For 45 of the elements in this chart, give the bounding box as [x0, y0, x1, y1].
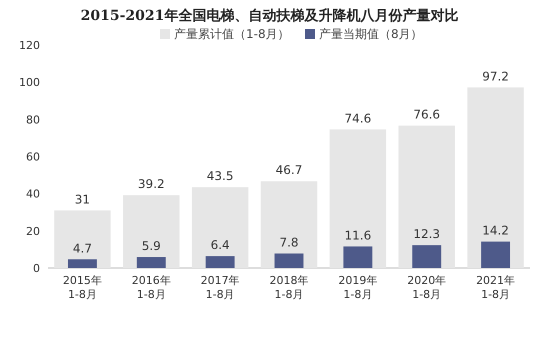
x-tick-label: 2016年 1-8月 — [132, 274, 171, 301]
bar — [467, 87, 524, 268]
legend-label: 产量累计值（1-8月） — [174, 27, 290, 41]
bar — [398, 126, 455, 268]
y-tick-label: 40 — [26, 188, 40, 201]
data-label: 4.7 — [72, 241, 92, 256]
x-tick-label: 2017年 1-8月 — [200, 274, 240, 301]
data-label: 74.6 — [344, 111, 372, 126]
bar — [412, 245, 442, 268]
y-tick-label: 60 — [26, 150, 40, 164]
chart-title: 2015-2021年全国电梯、自动扶梯及升降机八月份产量对比 — [80, 7, 458, 24]
y-tick-label: 0 — [33, 262, 40, 275]
data-label: 7.8 — [279, 236, 299, 250]
data-label: 43.5 — [206, 169, 234, 184]
data-label: 5.9 — [142, 239, 161, 254]
bar — [206, 256, 235, 268]
x-tick-label: 2021年 1-8月 — [476, 274, 516, 301]
x-tick-label: 2019年 1-8月 — [338, 274, 378, 301]
data-label: 12.3 — [413, 227, 440, 242]
bar — [481, 242, 510, 268]
data-label: 6.4 — [210, 238, 230, 252]
data-label: 39.2 — [138, 177, 165, 192]
x-tick-label: 2015年 1-8月 — [62, 274, 102, 301]
legend-label: 产量当期值（8月） — [319, 27, 423, 41]
data-label: 31 — [74, 192, 90, 206]
bar — [274, 254, 304, 268]
bar — [54, 210, 111, 268]
x-tick-label: 2018年 1-8月 — [270, 274, 308, 301]
bar — [136, 257, 166, 268]
data-label: 11.6 — [344, 228, 372, 242]
x-tick-label: 2020年 1-8月 — [407, 274, 446, 301]
bar — [260, 181, 318, 268]
bar — [330, 129, 386, 268]
y-tick-label: 80 — [26, 113, 40, 126]
data-label: 14.2 — [482, 224, 509, 238]
data-label: 76.6 — [413, 108, 440, 122]
bar — [123, 195, 180, 268]
y-tick-label: 120 — [19, 39, 40, 52]
bar — [192, 187, 248, 268]
data-label: 97.2 — [482, 69, 509, 84]
data-label: 46.7 — [276, 163, 302, 178]
y-tick-label: 100 — [19, 76, 40, 90]
bar — [343, 246, 372, 268]
y-tick-label: 20 — [26, 224, 40, 238]
bar — [68, 259, 97, 268]
